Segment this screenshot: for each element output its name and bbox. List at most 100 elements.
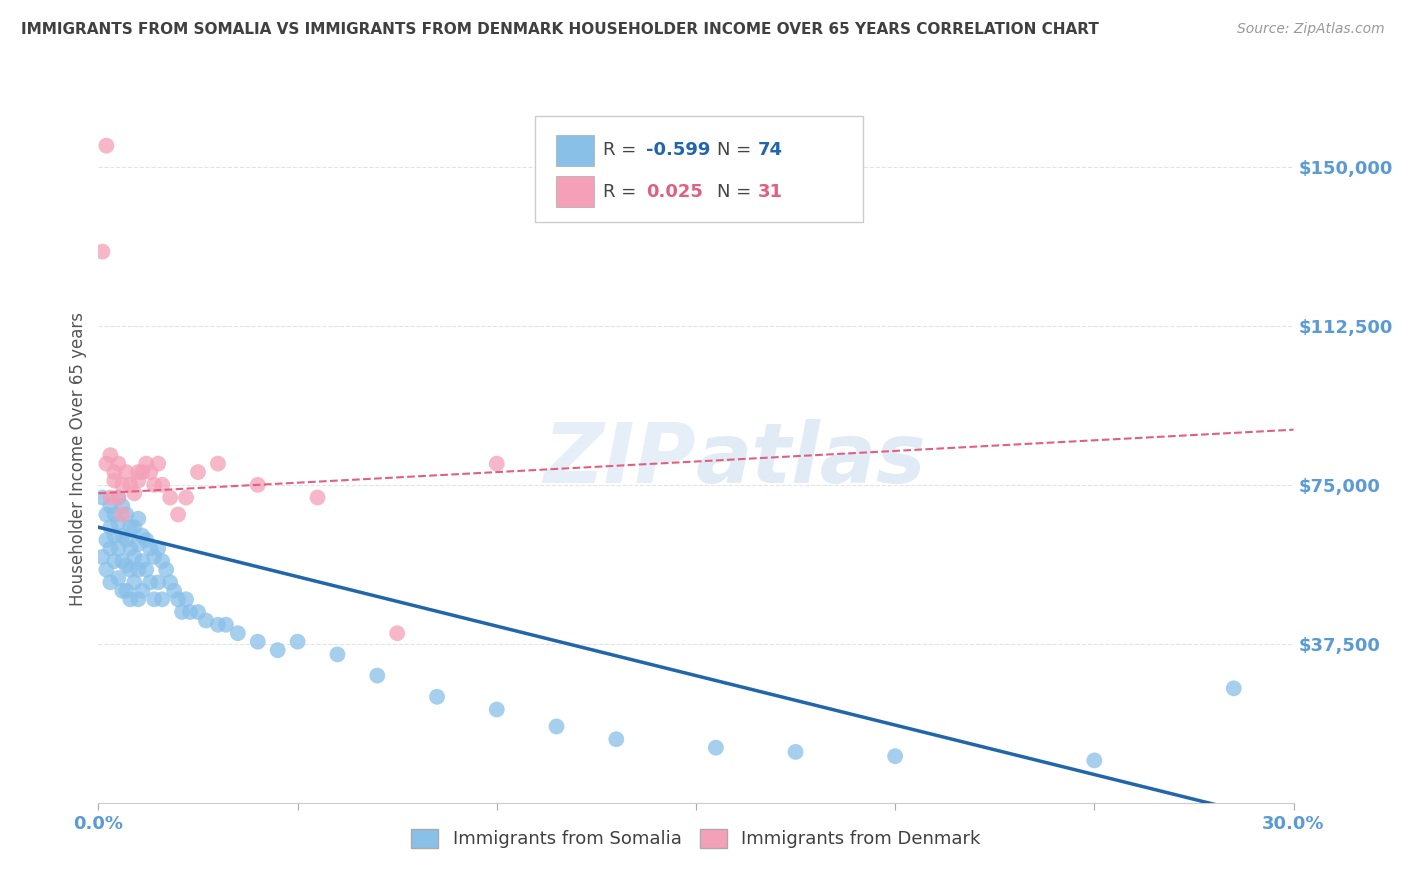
Point: [111, 583, 134, 598]
Text: R =: R =: [603, 141, 641, 160]
Point: [287, 634, 309, 648]
Point: [167, 508, 190, 522]
Point: [148, 457, 170, 471]
Point: [159, 575, 181, 590]
Point: [127, 512, 149, 526]
Point: [135, 457, 157, 471]
Point: [98, 575, 122, 590]
Point: [111, 478, 134, 492]
Point: [98, 520, 122, 534]
Point: [127, 592, 149, 607]
Point: [107, 491, 129, 505]
Point: [1223, 681, 1246, 696]
Point: [139, 465, 162, 479]
Point: [103, 465, 125, 479]
Point: [135, 563, 157, 577]
Point: [111, 554, 134, 568]
Point: [96, 138, 118, 153]
Point: [150, 478, 173, 492]
Point: [96, 508, 118, 522]
Point: [155, 563, 177, 577]
Text: R =: R =: [603, 183, 641, 201]
Point: [131, 583, 153, 598]
Text: N =: N =: [717, 141, 758, 160]
Text: 31: 31: [758, 183, 783, 201]
Point: [174, 491, 197, 505]
FancyBboxPatch shape: [557, 135, 595, 166]
Point: [115, 533, 138, 547]
Point: [131, 554, 153, 568]
Point: [124, 575, 146, 590]
Point: [426, 690, 449, 704]
Point: [107, 516, 129, 530]
Point: [226, 626, 249, 640]
Point: [111, 529, 134, 543]
Point: [127, 465, 149, 479]
Point: [148, 541, 170, 556]
Point: [91, 244, 114, 259]
Point: [148, 575, 170, 590]
Point: [98, 541, 122, 556]
Point: [143, 478, 166, 492]
Point: [605, 732, 627, 747]
Point: [98, 491, 122, 505]
Point: [150, 592, 173, 607]
Point: [103, 529, 125, 543]
Text: -0.599: -0.599: [645, 141, 710, 160]
Point: [91, 491, 114, 505]
Point: [159, 491, 181, 505]
Point: [98, 499, 122, 513]
Point: [120, 541, 142, 556]
Point: [103, 508, 125, 522]
FancyBboxPatch shape: [534, 116, 863, 222]
Point: [215, 617, 238, 632]
Text: 74: 74: [758, 141, 783, 160]
Point: [1083, 753, 1105, 767]
Point: [131, 529, 153, 543]
Point: [150, 554, 173, 568]
Point: [127, 537, 149, 551]
Point: [103, 474, 125, 488]
Point: [107, 457, 129, 471]
Point: [91, 549, 114, 564]
Point: [246, 634, 269, 648]
Point: [366, 668, 388, 682]
Point: [187, 605, 209, 619]
Point: [246, 478, 269, 492]
Point: [107, 491, 129, 505]
Y-axis label: Householder Income Over 65 years: Householder Income Over 65 years: [69, 312, 87, 607]
Point: [174, 592, 197, 607]
Point: [187, 465, 209, 479]
Point: [124, 549, 146, 564]
Point: [167, 592, 190, 607]
Point: [120, 520, 142, 534]
Point: [124, 520, 146, 534]
Legend: Immigrants from Somalia, Immigrants from Denmark: Immigrants from Somalia, Immigrants from…: [404, 822, 988, 855]
Point: [120, 563, 142, 577]
Point: [120, 478, 142, 492]
Point: [127, 563, 149, 577]
Point: [98, 448, 122, 462]
Point: [115, 583, 138, 598]
Point: [385, 626, 409, 640]
Point: [172, 605, 194, 619]
Point: [326, 648, 349, 662]
Text: ZIP: ZIP: [543, 419, 696, 500]
Point: [195, 614, 218, 628]
Point: [143, 549, 166, 564]
Text: atlas: atlas: [696, 419, 927, 500]
Text: 0.025: 0.025: [645, 183, 703, 201]
Point: [107, 571, 129, 585]
Point: [103, 554, 125, 568]
Point: [704, 740, 727, 755]
Point: [115, 465, 138, 479]
Point: [115, 508, 138, 522]
Point: [124, 486, 146, 500]
Point: [111, 499, 134, 513]
Point: [120, 592, 142, 607]
Text: N =: N =: [717, 183, 758, 201]
Point: [207, 617, 229, 632]
Point: [96, 533, 118, 547]
Point: [96, 457, 118, 471]
Point: [485, 702, 508, 716]
